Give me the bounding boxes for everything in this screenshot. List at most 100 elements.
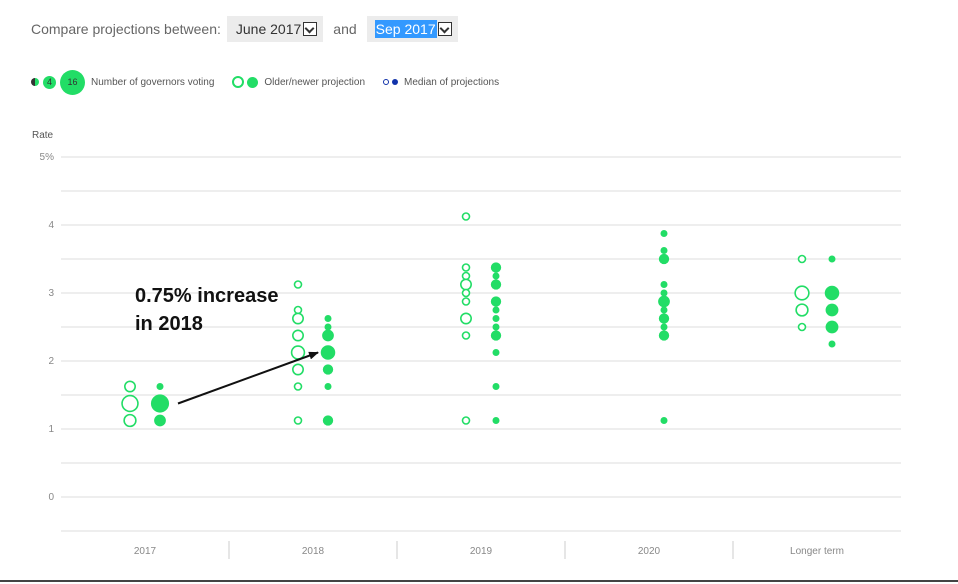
newer-projection-dot	[492, 323, 500, 331]
axis-layer: Rate 5% 4 3 2 1 0 2017 2018 2019 2020 Longer term	[32, 130, 844, 559]
older-projection-dot	[290, 345, 306, 360]
newer-projection-dot	[492, 315, 500, 322]
newer-projection-dot	[324, 315, 332, 322]
newer-projection-dot	[658, 253, 670, 265]
older-projection-dot	[461, 212, 471, 221]
legend-filled-dot	[247, 76, 259, 88]
bottom-divider	[0, 580, 958, 582]
legend-older-newer: Older/newer projection	[232, 76, 365, 88]
newer-projection-dot	[492, 272, 500, 280]
grid-layer	[61, 156, 901, 532]
annotation-arrow	[177, 351, 319, 405]
newer-projection-dot	[660, 417, 668, 424]
chevron-down-icon[interactable]	[303, 22, 318, 36]
chevron-down-icon[interactable]	[437, 22, 452, 36]
y-tick-label: 1	[48, 424, 54, 435]
older-projection-dot	[461, 271, 471, 281]
legend-size-dot-4: 4	[43, 75, 56, 89]
legend-median-label: Median of projections	[404, 76, 500, 88]
newer-projection-dot	[824, 285, 840, 301]
projection-from-select[interactable]: June 2017	[226, 16, 324, 42]
x-category-label: 2018	[302, 546, 325, 557]
newer-projection-dot	[490, 262, 502, 273]
projection-to-value: Sep 2017	[374, 20, 437, 38]
projection-from-value: June 2017	[235, 21, 302, 37]
newer-projection-dot	[490, 296, 502, 307]
older-projection-dot	[461, 263, 471, 272]
newer-projection-dot	[324, 383, 332, 390]
newer-projection-dot	[322, 415, 334, 426]
older-projection-dot	[292, 329, 304, 342]
dot-plot-chart: Rate 5% 4 3 2 1 0 2017 2018 2019 2020 Longer term 0…	[32, 130, 901, 559]
older-projection-dot	[292, 312, 304, 325]
newer-projection-dot	[658, 313, 670, 324]
legend-older-newer-label: Older/newer projection	[264, 76, 366, 88]
legend-median-filled-dot	[392, 79, 399, 85]
legend-size-dot-16: 16	[60, 69, 85, 95]
newer-projection-dot	[154, 414, 166, 427]
newer-projection-dot	[660, 230, 668, 237]
projection-to-select[interactable]: Sep 2017	[366, 16, 458, 42]
y-tick-label: 5%	[40, 152, 55, 163]
newer-projection-dot	[828, 340, 836, 348]
older-projection-dot	[461, 297, 471, 306]
newer-projection-dot	[825, 303, 839, 317]
older-projection-dot	[293, 305, 303, 315]
newer-projection-dot	[660, 281, 668, 288]
newer-projection-dot	[490, 279, 502, 290]
newer-projection-dot	[660, 323, 668, 331]
dots-layer	[121, 212, 840, 428]
newer-projection-dot	[828, 255, 836, 263]
newer-projection-dot	[150, 394, 170, 413]
y-tick-label: 2	[48, 356, 54, 367]
older-projection-dot	[460, 278, 472, 291]
newer-projection-dot	[492, 417, 500, 424]
legend-size-dot-1	[31, 78, 39, 86]
older-projection-dot	[121, 394, 139, 413]
older-projection-dot	[795, 303, 809, 317]
older-projection-dot	[794, 285, 810, 301]
newer-projection-dot	[660, 306, 668, 314]
newer-projection-dot	[492, 383, 500, 390]
older-projection-dot	[461, 331, 471, 340]
newer-projection-dot	[492, 349, 500, 356]
older-projection-dot	[797, 322, 807, 332]
legend-median-hollow-dot	[383, 79, 390, 85]
newer-projection-dot	[322, 329, 334, 342]
x-category-label: 2020	[638, 546, 661, 557]
and-label: and	[333, 21, 357, 37]
annotation-text: 0.75% increase	[135, 285, 278, 307]
newer-projection-dot	[658, 330, 670, 341]
newer-projection-dot	[660, 289, 668, 297]
legend-size: 4 16 Number of governors voting	[31, 69, 215, 95]
older-projection-dot	[293, 280, 303, 289]
older-projection-dot	[124, 380, 136, 393]
newer-projection-dot	[320, 345, 336, 360]
legend: 4 16 Number of governors voting Older/ne…	[31, 69, 517, 95]
older-projection-dot	[293, 416, 303, 425]
y-tick-label: 3	[48, 288, 54, 299]
y-axis-title: Rate	[32, 130, 54, 141]
annotation-text: in 2018	[135, 313, 203, 335]
annotation-layer: 0.75% increase in 2018	[135, 285, 319, 405]
legend-hollow-dot	[232, 76, 245, 88]
x-category-label: 2017	[134, 546, 157, 557]
y-tick-label: 0	[48, 492, 54, 503]
legend-size-label: Number of governors voting	[91, 76, 215, 88]
newer-projection-dot	[324, 323, 332, 331]
legend-median: Median of projections	[383, 77, 499, 88]
newer-projection-dot	[658, 295, 670, 308]
older-projection-dot	[123, 413, 137, 428]
older-projection-dot	[797, 254, 807, 264]
newer-projection-dot	[825, 320, 839, 334]
x-category-label: Longer term	[790, 546, 844, 557]
newer-projection-dot	[156, 383, 164, 390]
older-projection-dot	[461, 416, 471, 425]
older-projection-dot	[461, 288, 471, 298]
newer-projection-dot	[322, 364, 334, 375]
newer-projection-dot	[660, 247, 668, 254]
older-projection-dot	[293, 382, 303, 391]
older-projection-dot	[460, 312, 472, 325]
compare-label: Compare projections between:	[31, 21, 221, 37]
compare-controls: Compare projections between: June 2017 a…	[31, 15, 458, 43]
